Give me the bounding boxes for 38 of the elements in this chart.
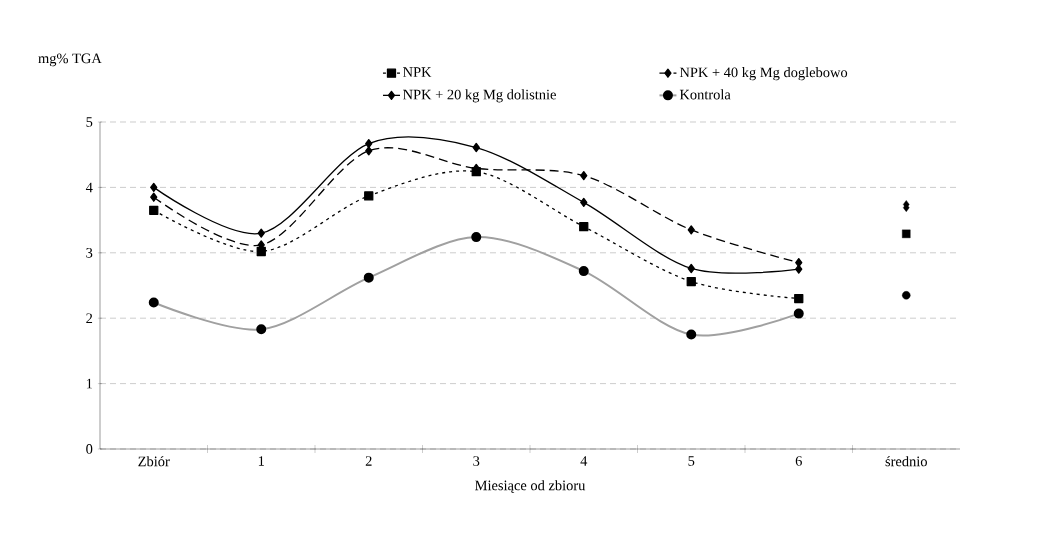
legend-label: NPK	[403, 67, 432, 77]
point	[150, 192, 158, 202]
point	[902, 291, 911, 300]
point	[686, 276, 696, 287]
point	[687, 263, 695, 274]
point	[150, 182, 158, 193]
x-tick-label: 6	[795, 456, 802, 466]
legend-label: NPK + 20 kg Mg dolistnie	[403, 89, 556, 103]
x-tick-label: średnio	[885, 456, 927, 467]
point	[257, 228, 265, 238]
point	[902, 229, 911, 239]
point	[149, 205, 159, 215]
point	[472, 142, 480, 153]
point	[795, 264, 803, 274]
point	[579, 221, 589, 232]
x-tick-label: 2	[365, 456, 372, 466]
x-tick-label: 4	[580, 456, 588, 466]
point	[794, 293, 804, 304]
y-tick-label: 4	[85, 182, 93, 193]
x-tick-label: 3	[473, 456, 480, 466]
legend-label: NPK + 40 kg Mg doglebowo	[679, 67, 848, 81]
y-tick-label: 3	[86, 247, 93, 258]
y-tick-label: 2	[86, 313, 93, 323]
y-tick-label: 1	[86, 378, 92, 389]
point	[580, 197, 588, 208]
x-tick-label: 5	[688, 456, 695, 466]
x-axis-title: Miesiące od zbioru	[475, 480, 586, 494]
point	[580, 170, 588, 181]
point	[687, 225, 695, 235]
x-tick-label: Zbiór	[138, 456, 170, 467]
point	[365, 138, 373, 149]
x-tick-label: 1	[258, 456, 264, 466]
point	[364, 191, 374, 201]
y-tick-label: 5	[86, 117, 93, 127]
point	[365, 146, 373, 156]
legend-label: Kontrola	[679, 89, 731, 100]
y-tick-label: 0	[86, 444, 93, 454]
y-axis-title: mg% TGA	[38, 53, 102, 67]
